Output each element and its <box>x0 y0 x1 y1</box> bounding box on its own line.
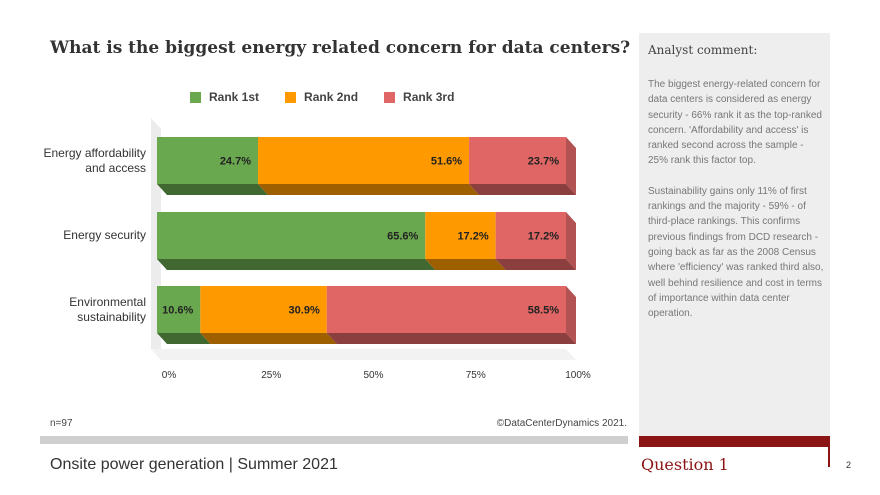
bar-1-category-1 <box>157 137 259 184</box>
legend-swatch-rank-2nd <box>285 91 297 103</box>
category-label-3: Environmental sustainability <box>28 295 146 325</box>
analyst-comment-text: The biggest energy-related concern for d… <box>648 77 824 336</box>
chart-floor <box>151 349 576 360</box>
bar-3-category-2 <box>495 212 566 259</box>
data-label-3-category-2: 17.2% <box>528 231 559 243</box>
category-label-2-line-1: Energy security <box>63 228 146 242</box>
category-label-3-line-1: Environmental <box>69 294 146 309</box>
data-label-1-category-3: 10.6% <box>162 305 193 317</box>
bar-end-face-category-1 <box>566 137 576 195</box>
legend-label-rank-1st: Rank 1st <box>209 90 260 104</box>
data-label-2-category-1: 51.6% <box>431 156 462 168</box>
question-label: Question 1 <box>641 455 729 474</box>
bar-end-face-category-3 <box>566 286 576 344</box>
x-tick-label: 0% <box>161 370 177 381</box>
copyright-label: ©DataCenterDynamics 2021. <box>496 418 627 429</box>
category-label-1-line-1: Energy affordability <box>43 145 146 160</box>
category-label-2: Energy security <box>28 228 146 243</box>
bar-2-category-2 <box>425 212 496 259</box>
footer-title: Onsite power generation | Summer 2021 <box>50 456 338 473</box>
data-label-1-category-2: 65.6% <box>387 231 418 243</box>
footer-divider <box>40 436 628 444</box>
bar-bottom-1-category-2 <box>157 259 436 270</box>
analyst-comment-panel: Analyst comment: The biggest energy-rela… <box>639 33 830 436</box>
data-label-2-category-2: 17.2% <box>457 231 488 243</box>
category-label-1-line-2: and access <box>85 160 146 175</box>
bar-1-category-2 <box>157 212 426 259</box>
data-label-1-category-1: 24.7% <box>220 156 251 168</box>
x-tick-label: 75% <box>465 370 486 381</box>
bar-bottom-2-category-1 <box>258 184 480 195</box>
x-tick-label: 100% <box>565 370 591 381</box>
bar-3-category-3 <box>326 286 566 333</box>
x-tick-label: 25% <box>261 370 282 381</box>
legend-item-rank-3rd: Rank 3rd <box>384 90 454 104</box>
bar-bottom-2-category-2 <box>425 259 506 270</box>
bar-bottom-2-category-3 <box>200 333 337 344</box>
chart-legend: Rank 1st Rank 2nd Rank 3rd <box>190 90 454 104</box>
question-accent-bar <box>639 436 830 447</box>
legend-label-rank-2nd: Rank 2nd <box>304 90 359 104</box>
page-number: 2 <box>846 460 852 470</box>
bar-2-category-1 <box>258 137 470 184</box>
data-label-2-category-3: 30.9% <box>289 305 320 317</box>
bar-bottom-1-category-1 <box>157 184 269 195</box>
bar-end-face-category-2 <box>566 212 576 270</box>
bar-3-category-1 <box>469 137 566 184</box>
legend-item-rank-2nd: Rank 2nd <box>285 90 358 104</box>
category-label-3-line-2: sustainability <box>77 309 146 324</box>
question-accent-line <box>828 447 830 467</box>
legend-swatch-rank-1st <box>190 91 201 103</box>
category-label-1: Energy affordability and access <box>28 146 146 176</box>
bar-2-category-3 <box>200 286 327 333</box>
bar-bottom-3-category-2 <box>495 259 576 270</box>
data-label-3-category-1: 23.7% <box>528 156 559 168</box>
legend-label-rank-3rd: Rank 3rd <box>403 90 455 104</box>
sample-size-label: n=97 <box>50 418 73 429</box>
analyst-comment-title: Analyst comment: <box>648 43 758 57</box>
analyst-comment-paragraph-2: Sustainability gains only 11% of first r… <box>648 185 824 320</box>
chart-title: What is the biggest energy related conce… <box>50 38 631 58</box>
x-tick-label: 50% <box>363 370 384 381</box>
legend-item-rank-1st: Rank 1st <box>190 90 259 104</box>
bar-bottom-3-category-1 <box>469 184 576 195</box>
bar-bottom-3-category-3 <box>326 333 576 344</box>
data-label-3-category-3: 58.5% <box>528 305 559 317</box>
bar-bottom-1-category-3 <box>157 333 211 344</box>
bar-1-category-3 <box>157 286 201 333</box>
legend-swatch-rank-3rd <box>384 91 396 103</box>
analyst-comment-paragraph-1: The biggest energy-related concern for d… <box>648 79 822 167</box>
